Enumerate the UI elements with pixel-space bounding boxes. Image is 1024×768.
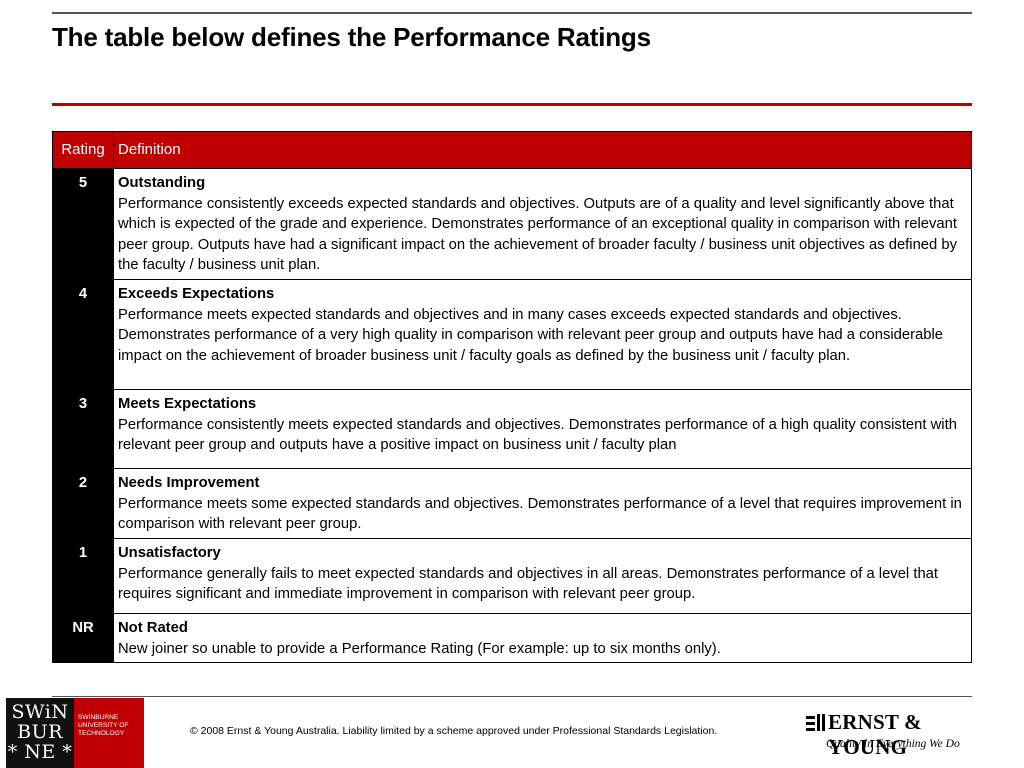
definition-text: Performance meets expected standards and… [118, 306, 943, 364]
rating-cell: 1 [52, 538, 114, 614]
rating-cell: 4 [52, 279, 114, 390]
definition-title: Needs Improvement [118, 475, 260, 491]
definition-cell: Needs Improvement Performance meets some… [113, 468, 972, 539]
definition-title: Not Rated [118, 620, 188, 636]
definition-text: New joiner so unable to provide a Perfor… [118, 640, 721, 657]
swinburne-name: SWINBURNE UNIVERSITY OF TECHNOLOGY [78, 714, 142, 738]
table-row: 3 Meets Expectations Performance consist… [52, 389, 972, 469]
swinburne-mark-line: BUR [17, 721, 63, 743]
ey-bars-icon [806, 714, 825, 731]
swinburne-name-line: TECHNOLOGY [78, 730, 125, 737]
swinburne-mark-line: * NE * [7, 741, 73, 763]
footer-rule [52, 696, 972, 697]
definition-text: Performance consistently meets expected … [118, 416, 957, 454]
top-rule [52, 12, 972, 14]
swinburne-mark: SWiN BUR * NE * [6, 698, 74, 768]
swinburne-logo: SWiN BUR * NE * SWINBURNE UNIVERSITY OF … [6, 698, 144, 768]
definition-title: Exceeds Expectations [118, 286, 275, 302]
header-rating: Rating [52, 131, 114, 169]
ernst-young-logo: ERNST & YOUNG Quality In Everything We D… [806, 710, 976, 759]
definition-title: Meets Expectations [118, 396, 257, 412]
table-row: 1 Unsatisfactory Performance generally f… [52, 538, 972, 614]
definition-cell: Outstanding Performance consistently exc… [113, 168, 972, 280]
definition-cell: Not Rated New joiner so unable to provid… [113, 613, 972, 663]
page-title: The table below defines the Performance … [52, 22, 651, 52]
definition-cell: Unsatisfactory Performance generally fai… [113, 538, 972, 614]
swinburne-name-line: UNIVERSITY OF [78, 722, 129, 729]
definition-cell: Exceeds Expectations Performance meets e… [113, 279, 972, 390]
copyright-text: © 2008 Ernst & Young Australia. Liabilit… [190, 725, 718, 737]
definition-cell: Meets Expectations Performance consisten… [113, 389, 972, 469]
definition-title: Outstanding [118, 175, 206, 191]
rating-cell: 5 [52, 168, 114, 280]
title-underline [52, 103, 972, 106]
ratings-table: Rating Definition 5 Outstanding Performa… [52, 131, 972, 663]
table-header-row: Rating Definition [52, 131, 972, 169]
rating-cell: 3 [52, 389, 114, 469]
rating-cell: 2 [52, 468, 114, 539]
swinburne-mark-line: SWiN [11, 701, 69, 723]
ey-name: ERNST & YOUNG [828, 710, 922, 759]
ey-tagline: Quality In Everything We Do [826, 738, 960, 750]
definition-title: Unsatisfactory [118, 545, 221, 561]
table-row: 4 Exceeds Expectations Performance meets… [52, 279, 972, 390]
table-row: NR Not Rated New joiner so unable to pro… [52, 613, 972, 663]
rating-cell: NR [52, 613, 114, 663]
table-row: 2 Needs Improvement Performance meets so… [52, 468, 972, 539]
definition-text: Performance meets some expected standard… [118, 495, 962, 533]
definition-text: Performance generally fails to meet expe… [118, 565, 939, 603]
header-definition: Definition [113, 131, 972, 169]
table-row: 5 Outstanding Performance consistently e… [52, 168, 972, 280]
swinburne-name-line: SWINBURNE [78, 714, 119, 721]
definition-text: Performance consistently exceeds expecte… [118, 195, 957, 274]
